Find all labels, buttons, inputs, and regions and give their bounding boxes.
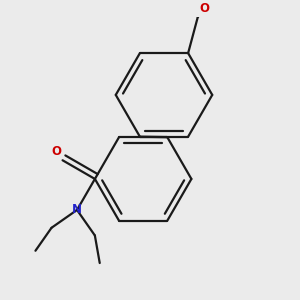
Text: N: N — [72, 203, 82, 216]
Text: O: O — [51, 145, 61, 158]
Text: O: O — [200, 2, 209, 16]
